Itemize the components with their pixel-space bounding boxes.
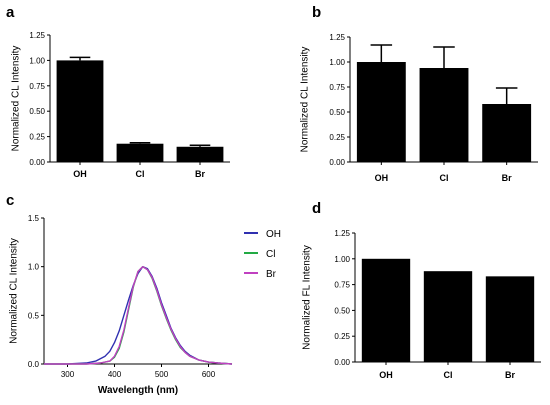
y-tick-label: 0.00 [334, 358, 350, 367]
series-line-Br [44, 266, 233, 365]
y-axis-label: Normalized CL Intensity [11, 46, 22, 152]
x-axis-label: Wavelength (nm) [98, 385, 178, 396]
category-label-Cl: Cl [444, 370, 453, 380]
bar-Br [176, 146, 224, 162]
y-tick-label: 0.25 [29, 133, 45, 142]
panel-letter-c: c [6, 192, 14, 209]
category-label-Br: Br [505, 370, 515, 380]
legend-label-Br: Br [266, 269, 277, 280]
y-tick-label: 1.00 [334, 255, 350, 264]
bar-Br [482, 104, 532, 162]
y-tick-label: 0.75 [334, 281, 350, 290]
series-line-OH [44, 266, 233, 365]
panel-letter-d: d [312, 200, 321, 217]
y-axis-label: Normalized FL Intensity [302, 245, 313, 350]
bar-OH [56, 60, 104, 162]
y-axis-label: Normalized CL Intensity [300, 47, 311, 153]
bar-OH [361, 258, 411, 362]
panel-letter-b: b [312, 4, 321, 21]
y-tick-label: 1.25 [29, 31, 45, 40]
y-tick-label: 1.00 [329, 58, 345, 67]
y-tick-label: 0.25 [334, 332, 350, 341]
y-tick-label: 0.75 [329, 83, 345, 92]
y-tick-label: 0.50 [29, 107, 45, 116]
category-label-Br: Br [502, 173, 512, 183]
x-tick-label: 300 [61, 370, 75, 379]
category-label-OH: OH [379, 370, 393, 380]
y-tick-label: 1.00 [29, 56, 45, 65]
bar-Cl [419, 68, 469, 162]
x-tick-label: 400 [108, 370, 122, 379]
y-tick-label: 0.5 [28, 311, 40, 320]
legend-label-OH: OH [266, 229, 281, 240]
bar-Br [485, 276, 535, 362]
x-tick-label: 500 [155, 370, 169, 379]
bar-Cl [423, 271, 473, 362]
y-tick-label: 0.75 [29, 82, 45, 91]
bar-Cl [116, 143, 164, 162]
category-label-OH: OH [375, 173, 389, 183]
y-tick-label: 1.0 [28, 263, 40, 272]
category-label-OH: OH [73, 169, 87, 179]
y-axis-label: Normalized CL Intensity [9, 238, 20, 344]
x-tick-label: 600 [202, 370, 216, 379]
y-tick-label: 0.25 [329, 133, 345, 142]
category-label-Br: Br [195, 169, 205, 179]
y-tick-label: 0.0 [28, 360, 40, 369]
panel-letter-a: a [6, 4, 15, 21]
category-label-Cl: Cl [136, 169, 145, 179]
bar-OH [356, 62, 406, 162]
legend-label-Cl: Cl [266, 249, 275, 260]
y-tick-label: 1.5 [28, 214, 40, 223]
y-tick-label: 0.50 [329, 108, 345, 117]
category-label-Cl: Cl [440, 173, 449, 183]
y-tick-label: 1.25 [334, 229, 350, 238]
y-tick-label: 1.25 [329, 33, 345, 42]
y-tick-label: 0.50 [334, 306, 350, 315]
y-tick-label: 0.00 [29, 158, 45, 167]
y-tick-label: 0.00 [329, 158, 345, 167]
series-line-Cl [44, 266, 233, 365]
